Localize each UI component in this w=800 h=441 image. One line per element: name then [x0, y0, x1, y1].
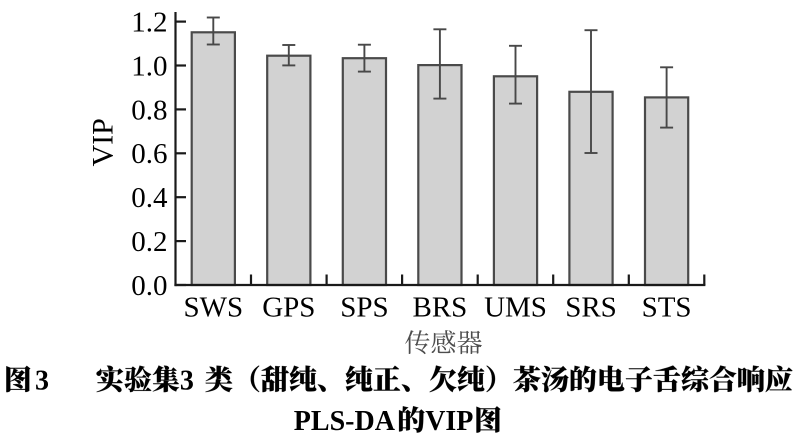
svg-text:BRS: BRS — [412, 291, 467, 323]
svg-text:1.2: 1.2 — [131, 7, 167, 39]
svg-text:0.6: 0.6 — [131, 138, 167, 170]
svg-text:STS: STS — [642, 291, 692, 323]
svg-text:0.4: 0.4 — [131, 182, 168, 214]
svg-text:VIP: VIP — [425, 406, 473, 437]
svg-text:1.0: 1.0 — [131, 50, 167, 82]
svg-text:SPS: SPS — [340, 291, 388, 323]
svg-text:PLS-DA: PLS-DA — [294, 406, 396, 437]
svg-text:SRS: SRS — [565, 291, 617, 323]
svg-text:0.2: 0.2 — [131, 226, 167, 258]
svg-text:3: 3 — [35, 366, 49, 397]
svg-text:0.0: 0.0 — [131, 270, 167, 302]
svg-text:3: 3 — [180, 366, 194, 397]
svg-text:0.8: 0.8 — [131, 94, 167, 126]
svg-text:GPS: GPS — [262, 291, 315, 323]
svg-text:SWS: SWS — [183, 291, 243, 323]
svg-text:VIP: VIP — [87, 118, 120, 166]
svg-text:UMS: UMS — [484, 291, 547, 323]
